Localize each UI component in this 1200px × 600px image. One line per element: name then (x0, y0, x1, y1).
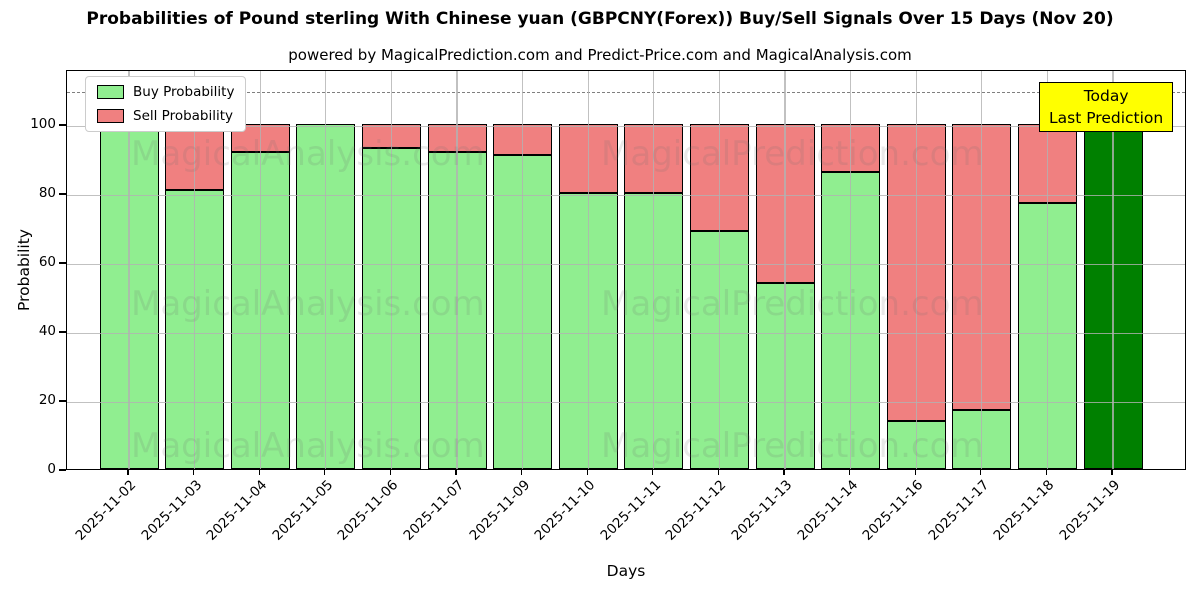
y-tick-label: 0 (47, 461, 56, 477)
x-tick-mark (389, 470, 392, 475)
x-tick-mark (455, 470, 457, 475)
y-tick-label: 40 (38, 323, 56, 340)
v-gridline (784, 71, 786, 469)
x-tick-mark (914, 470, 916, 475)
y-tick-mark (59, 469, 66, 471)
h-gridline (67, 264, 1185, 266)
x-tick-mark (980, 470, 982, 475)
dashed-threshold-line (67, 91, 1185, 93)
v-gridline (522, 71, 524, 469)
legend: Buy Probability Sell Probability (85, 76, 247, 132)
v-gridline (653, 71, 655, 469)
x-tick-label: 2025-11-02 (72, 477, 140, 544)
x-tick-mark (1045, 470, 1048, 475)
x-tick-mark (717, 470, 720, 475)
v-gridline (981, 71, 983, 469)
chart-subtitle: powered by MagicalPrediction.com and Pre… (288, 46, 912, 64)
v-gridline (259, 71, 261, 469)
x-tick-mark (258, 470, 260, 475)
y-tick-mark (59, 124, 66, 126)
v-gridline (1046, 71, 1048, 469)
h-gridline (67, 333, 1185, 335)
x-tick-mark (127, 470, 129, 475)
v-gridline (587, 71, 589, 469)
x-tick-mark (324, 470, 326, 475)
x-axis-label: Days (606, 562, 646, 580)
sell-probability-swatch (97, 109, 124, 123)
y-tick-label: 80 (38, 185, 56, 202)
v-gridline (325, 71, 327, 469)
v-gridline (128, 71, 130, 469)
x-tick-mark (586, 470, 588, 475)
v-gridline (456, 71, 458, 469)
h-gridline (67, 402, 1185, 404)
y-tick-mark (59, 331, 66, 333)
v-gridline (915, 71, 917, 469)
x-tick-mark (192, 470, 195, 475)
x-tick-mark (783, 470, 785, 475)
x-tick-mark (1111, 470, 1113, 475)
legend-buy-label: Buy Probability (133, 84, 235, 100)
legend-item-sell: Sell Probability (97, 108, 234, 124)
buy-probability-swatch (97, 85, 124, 99)
h-gridline (67, 126, 1185, 128)
h-gridline (67, 195, 1185, 197)
today-annotation-line2: Last Prediction (1049, 109, 1164, 127)
today-annotation: Today Last Prediction (1039, 82, 1174, 132)
legend-item-buy: Buy Probability (97, 84, 234, 100)
y-tick-label: 100 (30, 116, 56, 133)
plot-area: Buy Probability Sell Probability Today L… (66, 70, 1186, 470)
y-tick-mark (59, 193, 66, 195)
x-tick-mark (520, 470, 523, 475)
v-gridline (850, 71, 852, 469)
v-gridline (390, 71, 392, 469)
v-gridline (718, 71, 720, 469)
v-gridline (194, 71, 196, 469)
legend-sell-label: Sell Probability (133, 108, 234, 124)
y-tick-label: 20 (38, 392, 56, 409)
today-annotation-line1: Today (1083, 87, 1129, 105)
y-tick-mark (59, 262, 66, 264)
y-tick-label: 60 (38, 254, 56, 271)
x-tick-mark (652, 470, 654, 475)
chart-title: Probabilities of Pound sterling With Chi… (86, 9, 1114, 29)
v-gridline (1112, 71, 1114, 469)
x-tick-mark (848, 470, 851, 475)
y-tick-mark (59, 400, 66, 402)
